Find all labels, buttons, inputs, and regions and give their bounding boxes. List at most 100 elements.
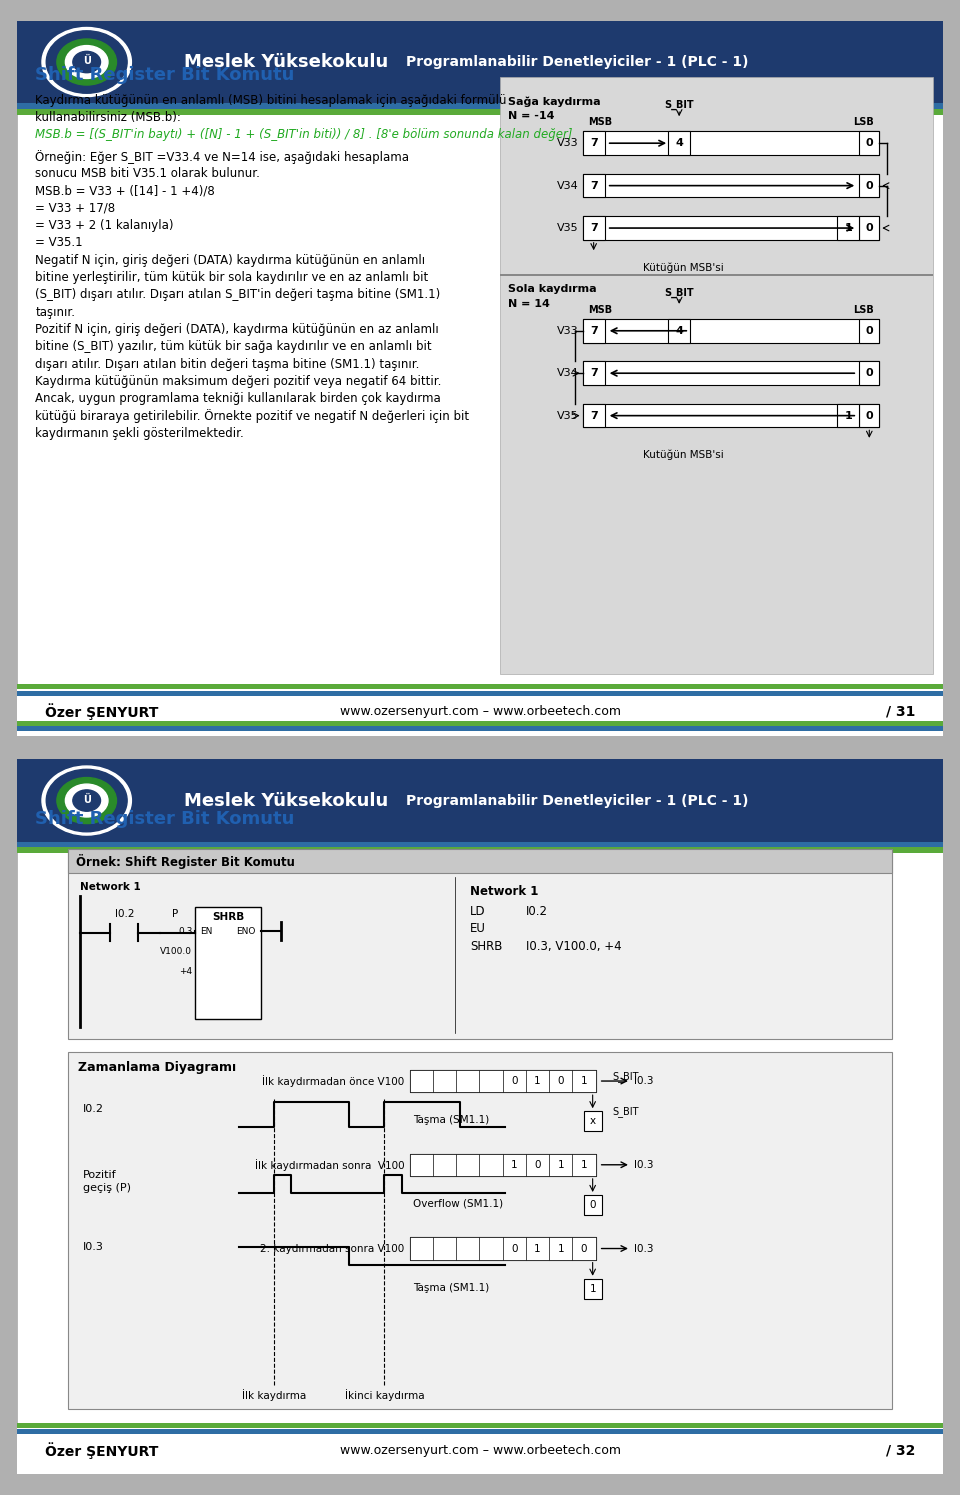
Bar — [67, 1052, 893, 1410]
Text: 1: 1 — [534, 1244, 540, 1253]
Bar — [668, 132, 690, 155]
Text: 0: 0 — [866, 181, 873, 191]
Bar — [500, 76, 933, 674]
Bar — [410, 1154, 595, 1177]
Bar — [584, 1111, 602, 1132]
Bar — [17, 1423, 943, 1428]
Bar — [17, 759, 943, 842]
Text: I0.3: I0.3 — [83, 1242, 104, 1253]
Bar — [17, 1429, 943, 1434]
Text: 0: 0 — [511, 1244, 517, 1253]
Text: S_BIT: S_BIT — [199, 946, 223, 955]
Text: 0: 0 — [866, 326, 873, 336]
Text: I0.2: I0.2 — [115, 909, 134, 919]
Text: = V33 + 17/8: = V33 + 17/8 — [36, 202, 115, 215]
Circle shape — [46, 770, 127, 831]
Bar — [859, 217, 879, 239]
Text: x: x — [589, 1117, 596, 1126]
Text: 0: 0 — [866, 411, 873, 420]
Circle shape — [65, 783, 108, 816]
Text: Örneğin: Eğer S_BIT =V33.4 ve N=14 ise, aşağıdaki hesaplama: Örneğin: Eğer S_BIT =V33.4 ve N=14 ise, … — [36, 150, 409, 164]
Text: +4: +4 — [180, 967, 192, 976]
Bar — [583, 404, 879, 428]
Text: 4: 4 — [675, 138, 684, 148]
Bar — [433, 1238, 456, 1260]
Text: Programlanabilir Denetleyiciler - 1 (PLC - 1): Programlanabilir Denetleyiciler - 1 (PLC… — [406, 55, 749, 69]
Text: 0: 0 — [866, 223, 873, 233]
Circle shape — [46, 31, 127, 93]
Text: LSB: LSB — [853, 117, 875, 127]
Bar — [583, 362, 879, 384]
Bar — [526, 1154, 549, 1177]
Bar — [583, 318, 605, 342]
Text: S_BIT: S_BIT — [612, 1106, 639, 1117]
Text: MSB: MSB — [588, 117, 612, 127]
Text: Network 1: Network 1 — [80, 882, 140, 893]
Text: 7 (MSB): 7 (MSB) — [413, 1072, 451, 1082]
Text: Network 1: Network 1 — [470, 885, 539, 897]
Bar — [503, 1154, 526, 1177]
Bar — [410, 1238, 595, 1260]
Bar — [583, 217, 605, 239]
Text: İkinci kaydırma: İkinci kaydırma — [345, 1389, 424, 1401]
Text: Meslek Yüksekokulu: Meslek Yüksekokulu — [184, 791, 388, 810]
Bar — [859, 132, 879, 155]
Text: www.ozersenyurt.com – www.orbeetech.com: www.ozersenyurt.com – www.orbeetech.com — [340, 1444, 620, 1458]
Circle shape — [57, 777, 116, 824]
Bar — [433, 1154, 456, 1177]
Text: V35: V35 — [557, 223, 579, 233]
Text: 1: 1 — [558, 1244, 564, 1253]
Text: 0: 0 — [558, 1076, 564, 1085]
Text: Ancak, uygun programlama tekniği kullanılarak birden çok kaydırma: Ancak, uygun programlama tekniği kullanı… — [36, 392, 442, 405]
Text: 7: 7 — [589, 181, 597, 191]
Bar — [526, 1070, 549, 1093]
Text: 1: 1 — [589, 1284, 596, 1293]
Bar — [859, 404, 879, 428]
Text: N: N — [199, 967, 205, 976]
Bar — [17, 691, 943, 695]
Bar — [17, 103, 943, 109]
Text: 1: 1 — [511, 1160, 517, 1169]
Bar — [433, 1070, 456, 1093]
Text: ENO: ENO — [236, 927, 255, 936]
Text: I0.2: I0.2 — [526, 904, 547, 918]
Text: 7: 7 — [589, 326, 597, 336]
Text: Shift Register Bit Komutu: Shift Register Bit Komutu — [36, 66, 295, 84]
Bar — [837, 217, 859, 239]
Text: Pozitif N için, giriş değeri (DATA), kaydırma kütüğünün en az anlamlı: Pozitif N için, giriş değeri (DATA), kay… — [36, 323, 439, 336]
Circle shape — [73, 789, 101, 812]
Text: İlk kaydırmadan önce V100: İlk kaydırmadan önce V100 — [262, 1075, 404, 1087]
Text: Özer ŞENYURT: Özer ŞENYURT — [45, 1443, 158, 1459]
Bar — [479, 1070, 503, 1093]
Text: Overflow (SM1.1): Overflow (SM1.1) — [413, 1199, 503, 1209]
Text: SHRB: SHRB — [470, 940, 503, 954]
Text: 1: 1 — [581, 1160, 588, 1169]
Text: 1: 1 — [558, 1160, 564, 1169]
Text: MSB.b = [(S_BIT'in baytı) + ([N] - 1 + (S_BIT'in biti)) / 8] . [8'e bölüm sonund: MSB.b = [(S_BIT'in baytı) + ([N] - 1 + (… — [36, 129, 573, 141]
Text: Taşma (SM1.1): Taşma (SM1.1) — [413, 1283, 489, 1293]
Text: 0: 0 — [866, 368, 873, 378]
Text: V100.0: V100.0 — [160, 946, 192, 955]
Bar — [572, 1070, 595, 1093]
Text: 1: 1 — [844, 223, 852, 233]
Bar — [859, 318, 879, 342]
Bar — [837, 404, 859, 428]
Text: P: P — [172, 909, 179, 919]
Bar — [410, 1238, 433, 1260]
Text: 0: 0 — [866, 138, 873, 148]
Text: I0.3: I0.3 — [634, 1160, 654, 1169]
Text: kaydırmanın şekli gösterilmektedir.: kaydırmanın şekli gösterilmektedir. — [36, 426, 244, 440]
Bar — [549, 1154, 572, 1177]
Text: 0: 0 — [589, 1200, 596, 1209]
Bar — [195, 907, 261, 1018]
Bar — [17, 842, 943, 848]
Text: sonucu MSB biti V35.1 olarak bulunur.: sonucu MSB biti V35.1 olarak bulunur. — [36, 167, 260, 181]
Text: Kutüğün MSB'si: Kutüğün MSB'si — [643, 450, 724, 460]
Bar — [572, 1238, 595, 1260]
Circle shape — [57, 39, 116, 85]
Text: DATA: DATA — [199, 927, 221, 936]
Text: I0.3, V100.0, +4: I0.3, V100.0, +4 — [526, 940, 621, 954]
Bar — [67, 849, 893, 1039]
Text: I0.3: I0.3 — [634, 1244, 654, 1253]
Bar — [17, 848, 943, 854]
